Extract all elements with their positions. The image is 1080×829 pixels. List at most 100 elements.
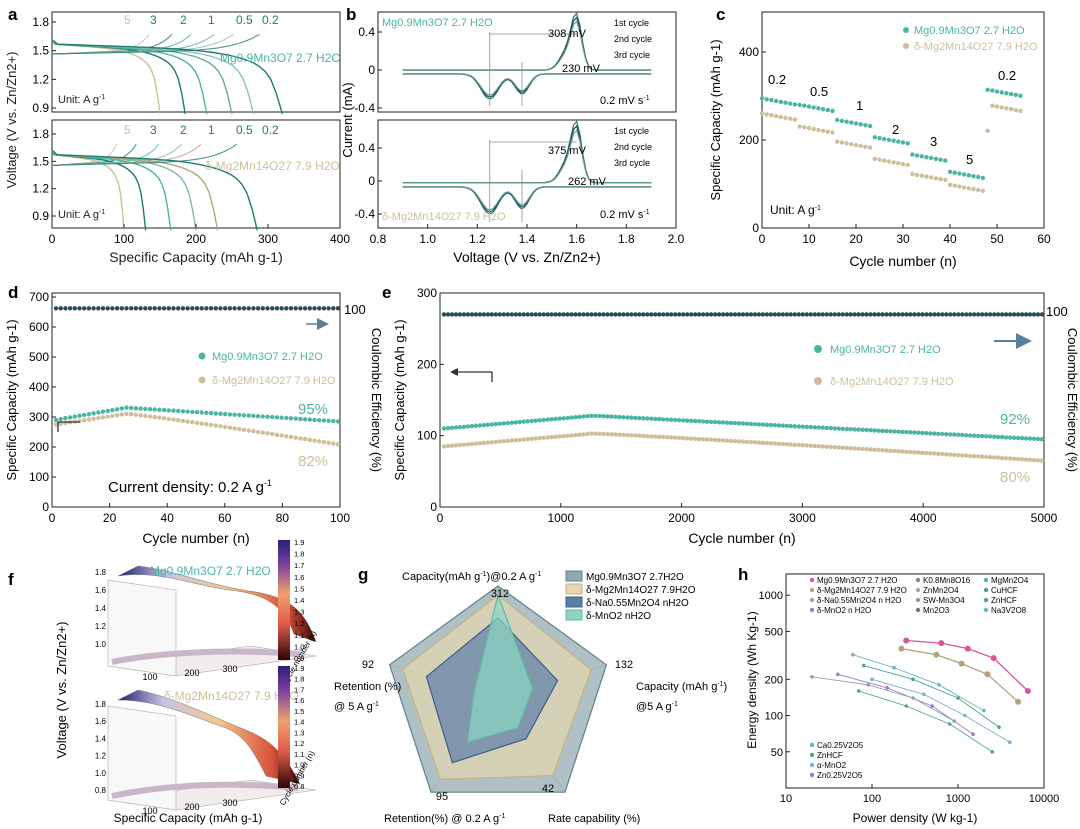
capacity-point (545, 435, 550, 440)
capacity-point (728, 438, 734, 444)
ce-point (176, 306, 181, 311)
capacity-point (836, 426, 841, 431)
panel-label-f: f (8, 570, 14, 589)
rate-point (966, 186, 971, 191)
capacity-point (441, 444, 447, 449)
reference-point (956, 696, 960, 700)
capacity-point (260, 430, 265, 435)
capacity-point (133, 406, 139, 411)
ce-point (593, 312, 598, 317)
tick-label: 1.2 (95, 622, 107, 631)
ce-point (237, 306, 242, 311)
capacity-point (521, 437, 526, 442)
tick-label: 100 (29, 470, 49, 484)
capacity-point (199, 410, 204, 415)
ce-point (517, 312, 522, 317)
y2-axis-label: Coulombic Efficiency (%) (369, 328, 384, 472)
capacity-point (227, 425, 233, 430)
tick-label: 1.4 (95, 734, 107, 743)
panel-e-frame (439, 292, 1045, 508)
tick-label: 500 (29, 350, 49, 364)
capacity-point (260, 414, 265, 419)
capacity-point (72, 414, 78, 419)
capacity-point (1019, 436, 1025, 441)
rate-labels: 5 3 2 1 0.5 0.2 (124, 13, 279, 27)
capacity-point (553, 434, 558, 439)
capacity-point (804, 443, 809, 448)
panel-label-b: b (346, 5, 356, 24)
cv-curves (402, 120, 652, 222)
rate-label: 2 (180, 123, 187, 137)
surface-plot-bottom: δ-Mg2Mn14O27 7.9 H2O 1.81.61.41.21.00.8 … (95, 664, 317, 816)
ce-point (932, 312, 937, 317)
tick-label: 1.4 (294, 596, 304, 605)
axis-max-value: 312 (491, 588, 509, 600)
ce-point (948, 312, 953, 317)
tick-label: 1.0 (95, 640, 107, 649)
capacity-point (82, 412, 87, 418)
capacity-point (96, 415, 101, 421)
ce-point (716, 312, 722, 317)
ce-point (86, 306, 92, 311)
capacity-point (1019, 457, 1025, 462)
capacity-point (204, 422, 209, 427)
capacity-point (796, 424, 801, 429)
capacity-point (505, 420, 510, 426)
capacity-point (279, 415, 284, 420)
tick-label: 0 (49, 232, 56, 246)
tick-label: 1.1 (294, 750, 304, 759)
capacity-point (326, 418, 331, 423)
ce-point (880, 312, 885, 317)
rate-point (976, 174, 981, 180)
capacity-point (860, 427, 865, 432)
capacity-point (657, 416, 662, 422)
capacity-point (864, 427, 869, 433)
capacity-point (237, 412, 242, 418)
rate-point (990, 103, 995, 108)
capacity-point (477, 423, 483, 428)
ce-point (307, 306, 312, 311)
legend-entry: Ca0.25V2O5 (817, 741, 864, 750)
cv-oxidation-curve (402, 20, 652, 71)
capacity-point (661, 417, 666, 422)
x-ticks: 0 100 200 300 400 (49, 224, 350, 246)
ce-point (776, 312, 782, 317)
capacity-point (569, 433, 574, 438)
rate-label: 3 (930, 134, 937, 149)
capacity-point (255, 414, 261, 419)
legend-entry: Mg0.9Mn3O7 2.7 H2O (817, 576, 897, 585)
capacity-point (617, 432, 622, 437)
capacity-point (545, 417, 550, 422)
capacity-point (649, 416, 654, 421)
rate-point (910, 152, 915, 157)
rate-point (872, 135, 877, 140)
legend-entry: δ-Mg2Mn14O27 7.9H2O (586, 585, 696, 596)
unit-label: Unit: A g-1 (58, 209, 105, 221)
capacity-point (964, 453, 969, 458)
ce-point (633, 312, 638, 317)
ce-point (1035, 312, 1041, 317)
capacity-point (100, 409, 106, 414)
y2-tick: 100 (344, 302, 366, 317)
rate-point (1013, 107, 1018, 113)
ce-point (541, 312, 546, 317)
ce-point (820, 312, 825, 317)
capacity-point (999, 434, 1005, 440)
legend-marker (983, 577, 989, 583)
capacity-point (105, 414, 110, 419)
ce-point (904, 312, 909, 317)
capacity-point (138, 406, 143, 411)
panel-b-bottom: δ-Mg2Mn14O27 7.9 H2O 1st cycle 2nd cycle… (354, 119, 685, 265)
y-ticks: 0 200 400 (739, 45, 766, 235)
capacity-point (696, 436, 702, 442)
ce-point (493, 312, 498, 317)
rate-point (957, 171, 962, 176)
capacity-point (932, 431, 937, 436)
capacity-point (133, 412, 139, 417)
capacity-point (246, 428, 251, 433)
ce-point (509, 312, 514, 317)
capacity-point (265, 414, 270, 419)
tick-label: 0.4 (358, 25, 375, 39)
charge-curve (51, 33, 260, 55)
capacity-point (284, 415, 289, 421)
